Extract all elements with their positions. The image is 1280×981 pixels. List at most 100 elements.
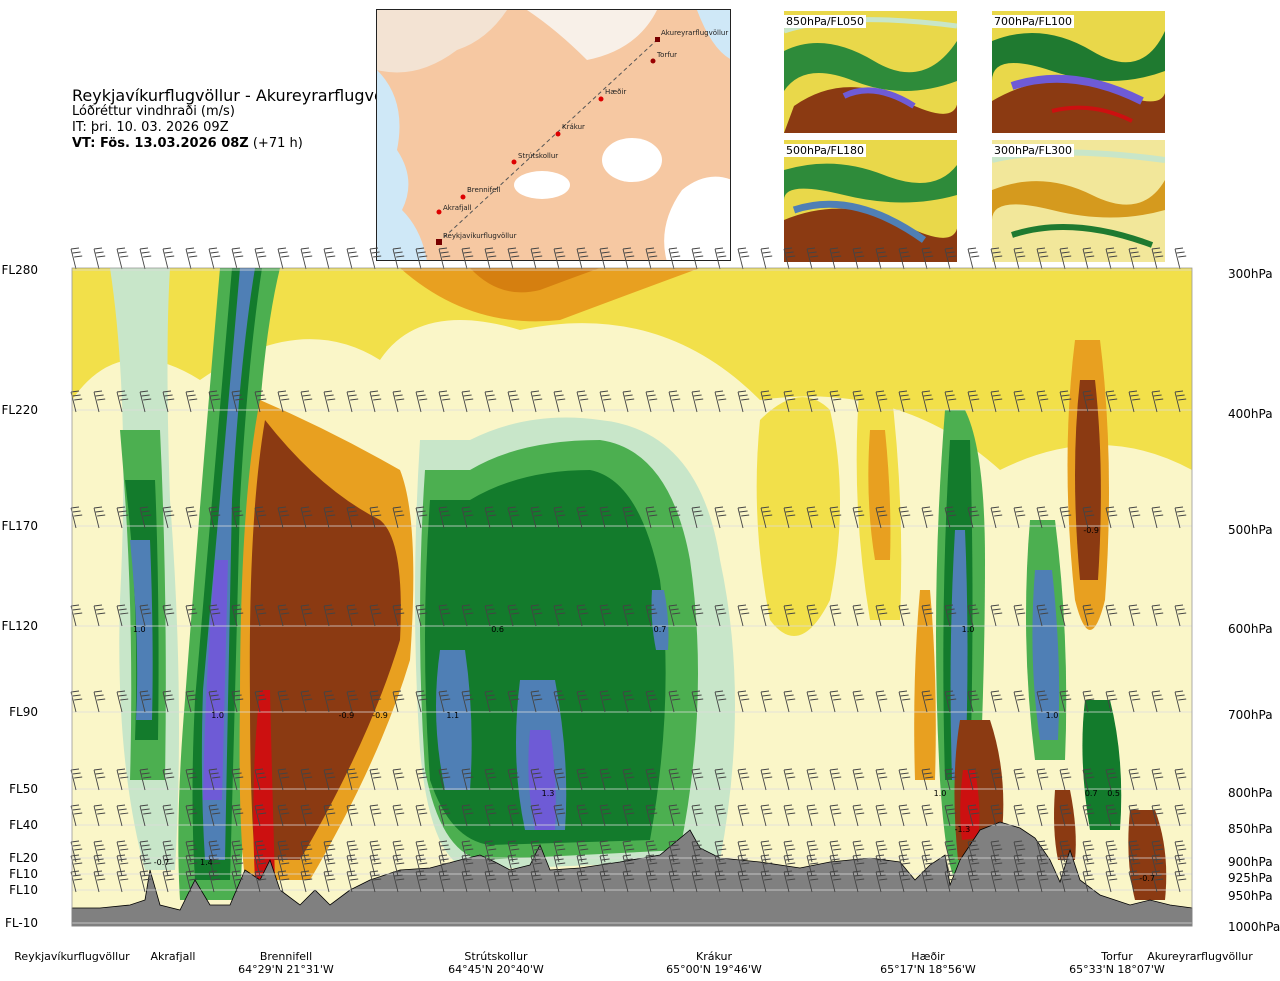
wind-barb	[898, 840, 911, 863]
wind-barb	[1059, 390, 1072, 413]
wind-barb	[806, 870, 819, 893]
wind-barb	[346, 804, 359, 827]
value-label: 1.3	[542, 789, 555, 798]
wind-barb	[898, 506, 911, 529]
wind-barb	[576, 870, 589, 893]
wind-barb	[484, 390, 497, 413]
wind-barb	[829, 247, 842, 270]
wind-barb	[438, 854, 451, 877]
wind-barb	[1174, 604, 1187, 627]
wind-barb	[1128, 690, 1141, 713]
wind-barb	[1013, 870, 1026, 893]
wind-barb	[530, 870, 543, 893]
value-label: 1.0	[962, 625, 975, 634]
flight-level-label: FL120	[1, 619, 39, 633]
wind-barb	[714, 247, 727, 270]
heatmap-field	[72, 268, 1192, 926]
wind-barb	[208, 390, 221, 413]
wind-barb	[415, 690, 428, 713]
wind-barb	[622, 840, 635, 863]
wind-barb	[1082, 390, 1095, 413]
wind-barb	[231, 690, 244, 713]
wind-barb	[323, 390, 336, 413]
wind-barb	[438, 247, 451, 270]
wind-barb	[93, 390, 106, 413]
wind-barb	[346, 768, 359, 791]
station-name: Strútskollur	[464, 950, 528, 963]
value-label: 0.7	[1085, 789, 1098, 798]
value-label: -1.3	[955, 825, 971, 834]
wind-barb	[1174, 247, 1187, 270]
wind-barb	[668, 804, 681, 827]
station-label: Strútskollur 64°45'N 20°40'W	[436, 950, 556, 976]
wind-barb	[369, 390, 382, 413]
wind-barb	[576, 604, 589, 627]
wind-barb	[116, 840, 129, 863]
wind-barb	[921, 804, 934, 827]
wind-barb	[1082, 870, 1095, 893]
wind-barb	[898, 690, 911, 713]
wind-barb	[415, 247, 428, 270]
wind-barb	[622, 870, 635, 893]
wind-barb	[461, 854, 474, 877]
value-label: 0.6	[491, 625, 504, 634]
wind-barb	[1174, 870, 1187, 893]
wind-barb	[1128, 854, 1141, 877]
wind-barb	[921, 690, 934, 713]
wind-barb	[208, 506, 221, 529]
wind-barb	[944, 870, 957, 893]
wind-barb	[1036, 690, 1049, 713]
wind-barb	[139, 506, 152, 529]
wind-barb	[1082, 854, 1095, 877]
wind-barb	[875, 768, 888, 791]
wind-barb	[668, 854, 681, 877]
wind-barb	[760, 854, 773, 877]
mini-map-500-label: 500hPa/FL180	[784, 144, 867, 157]
wind-barb	[162, 247, 175, 270]
wind-barb	[1128, 247, 1141, 270]
wind-barb	[277, 804, 290, 827]
wind-barb	[990, 390, 1003, 413]
wind-barb	[507, 854, 520, 877]
wind-barb	[484, 804, 497, 827]
route-map-svg: Reykjavíkurflugvöllur Akrafjall Brennife…	[377, 10, 730, 260]
wind-barb	[783, 854, 796, 877]
wind-barb	[645, 506, 658, 529]
wind-barb	[1105, 804, 1118, 827]
map-label-reykjavik: Reykjavíkurflugvöllur	[443, 232, 517, 240]
mini-map-850-label: 850hPa/FL050	[784, 15, 867, 28]
wind-barb	[369, 870, 382, 893]
wind-barb	[622, 247, 635, 270]
wind-barb	[806, 604, 819, 627]
wind-barb	[783, 247, 796, 270]
wind-barb	[277, 604, 290, 627]
wind-barb	[323, 840, 336, 863]
parameter-label: Lóðréttur vindhraði (m/s)	[72, 104, 235, 119]
wind-barb	[645, 870, 658, 893]
wind-barb	[806, 854, 819, 877]
wind-barb	[185, 604, 198, 627]
wind-barb	[760, 768, 773, 791]
wind-barb	[691, 804, 704, 827]
station-coord: 65°00'N 19°46'W	[666, 963, 762, 976]
wind-barb	[760, 804, 773, 827]
field-down-core-upper	[470, 268, 600, 293]
wind-barb	[415, 870, 428, 893]
wind-barb	[323, 870, 336, 893]
wind-barb	[691, 390, 704, 413]
wind-barb	[300, 690, 313, 713]
wind-barb	[1036, 390, 1049, 413]
wind-barb	[139, 870, 152, 893]
wind-barb	[599, 768, 612, 791]
wind-barb	[691, 768, 704, 791]
wind-barb	[990, 247, 1003, 270]
wind-barb	[967, 768, 980, 791]
wind-barb	[944, 247, 957, 270]
wind-barb	[760, 604, 773, 627]
wind-barb	[507, 247, 520, 270]
field-extreme-up-diagonal	[203, 560, 228, 800]
wind-barb	[1128, 870, 1141, 893]
wind-barb	[1082, 840, 1095, 863]
wind-barb	[783, 506, 796, 529]
